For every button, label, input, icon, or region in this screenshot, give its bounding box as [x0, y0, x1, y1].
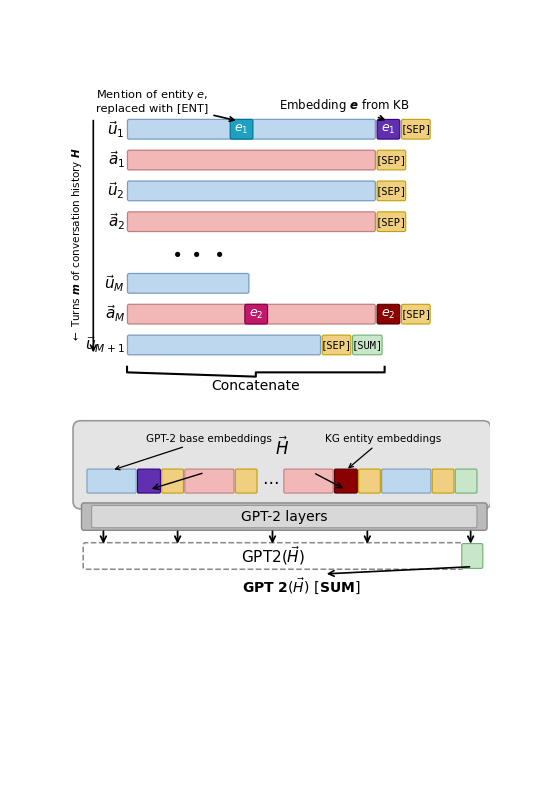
- FancyBboxPatch shape: [127, 181, 375, 201]
- FancyBboxPatch shape: [377, 181, 406, 201]
- FancyBboxPatch shape: [127, 212, 375, 231]
- Text: GPT2$(\vec{H})$: GPT2$(\vec{H})$: [242, 545, 305, 567]
- FancyBboxPatch shape: [127, 119, 375, 139]
- FancyBboxPatch shape: [185, 469, 234, 493]
- FancyBboxPatch shape: [127, 305, 375, 324]
- Text: $\vec{H}$: $\vec{H}$: [275, 436, 289, 459]
- FancyBboxPatch shape: [335, 469, 357, 493]
- FancyBboxPatch shape: [138, 469, 160, 493]
- FancyBboxPatch shape: [127, 150, 375, 170]
- FancyBboxPatch shape: [284, 469, 333, 493]
- FancyBboxPatch shape: [162, 469, 183, 493]
- Text: $e_2$: $e_2$: [381, 308, 395, 321]
- FancyBboxPatch shape: [91, 505, 477, 528]
- Text: [SEP]: [SEP]: [376, 155, 407, 165]
- Text: [SEP]: [SEP]: [321, 340, 352, 350]
- Text: $e_1$: $e_1$: [381, 123, 395, 135]
- Text: $\vec{a}_M$: $\vec{a}_M$: [104, 304, 125, 325]
- Text: [SUM]: [SUM]: [352, 340, 383, 350]
- FancyBboxPatch shape: [83, 542, 463, 569]
- Text: Embedding $\boldsymbol{e}$ from KB: Embedding $\boldsymbol{e}$ from KB: [279, 97, 409, 120]
- Text: $\leftarrow$ Turns $\boldsymbol{m}$ of conversation history $\boldsymbol{H}$: $\leftarrow$ Turns $\boldsymbol{m}$ of c…: [70, 147, 84, 343]
- Text: [SEP]: [SEP]: [376, 186, 407, 196]
- FancyBboxPatch shape: [82, 503, 487, 530]
- FancyBboxPatch shape: [230, 119, 253, 139]
- FancyBboxPatch shape: [245, 305, 268, 324]
- FancyBboxPatch shape: [377, 305, 400, 324]
- FancyBboxPatch shape: [236, 469, 257, 493]
- Text: $\vec{u}_2$: $\vec{u}_2$: [107, 181, 125, 202]
- Text: GPT-2 base embeddings: GPT-2 base embeddings: [115, 434, 272, 470]
- FancyBboxPatch shape: [401, 305, 430, 324]
- Text: $e_2$: $e_2$: [249, 308, 263, 321]
- FancyBboxPatch shape: [353, 335, 382, 355]
- FancyBboxPatch shape: [432, 469, 454, 493]
- Text: Mention of entity $e$,
replaced with [ENT]: Mention of entity $e$, replaced with [EN…: [96, 88, 234, 121]
- FancyBboxPatch shape: [322, 335, 351, 355]
- Text: $\vec{u}_1$: $\vec{u}_1$: [107, 119, 125, 139]
- Text: KG entity embeddings: KG entity embeddings: [325, 434, 441, 467]
- FancyBboxPatch shape: [377, 212, 406, 231]
- Text: $\vec{u}_M$: $\vec{u}_M$: [104, 273, 125, 293]
- Text: $\cdots$: $\cdots$: [262, 472, 279, 490]
- FancyBboxPatch shape: [401, 119, 430, 139]
- Text: GPT-2 layers: GPT-2 layers: [241, 509, 327, 524]
- FancyBboxPatch shape: [377, 119, 400, 139]
- Text: GPT 2$(\vec{H})$ $[$SUM$]$: GPT 2$(\vec{H})$ $[$SUM$]$: [242, 576, 360, 596]
- FancyBboxPatch shape: [127, 335, 320, 355]
- Text: Concatenate: Concatenate: [212, 379, 300, 393]
- FancyBboxPatch shape: [87, 469, 136, 493]
- FancyBboxPatch shape: [358, 469, 380, 493]
- Text: [SEP]: [SEP]: [376, 217, 407, 226]
- Text: $\vec{a}_2$: $\vec{a}_2$: [108, 211, 125, 232]
- FancyBboxPatch shape: [455, 469, 477, 493]
- Text: $e_1$: $e_1$: [234, 123, 249, 135]
- FancyBboxPatch shape: [73, 421, 491, 509]
- Text: $\bullet\;\bullet\;\bullet$: $\bullet\;\bullet\;\bullet$: [171, 243, 224, 261]
- FancyBboxPatch shape: [127, 273, 249, 293]
- FancyBboxPatch shape: [382, 469, 431, 493]
- FancyBboxPatch shape: [377, 150, 406, 170]
- Text: [SEP]: [SEP]: [400, 310, 431, 319]
- Text: [SEP]: [SEP]: [400, 124, 431, 135]
- Text: $\vec{u}_{M+1}$: $\vec{u}_{M+1}$: [85, 334, 125, 355]
- FancyBboxPatch shape: [462, 543, 483, 568]
- Text: $\vec{a}_1$: $\vec{a}_1$: [108, 150, 125, 170]
